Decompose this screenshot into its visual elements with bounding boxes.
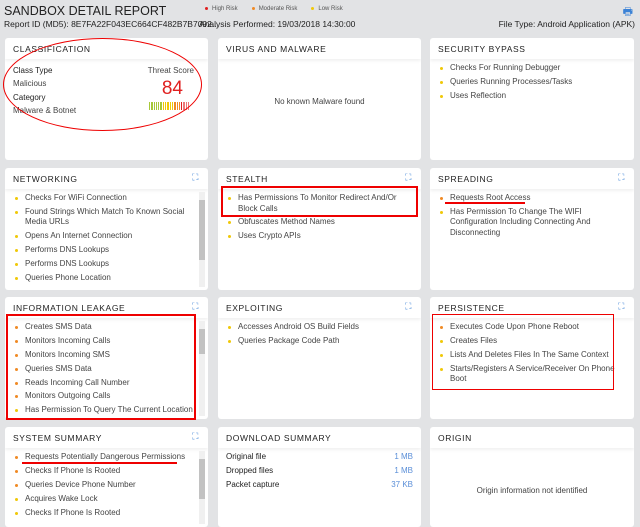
download-summary-card: DOWNLOAD SUMMARY Original file 1 MB Drop… bbox=[218, 427, 421, 527]
expand-icon[interactable]: ⛶ bbox=[618, 301, 625, 311]
card-title: EXPLOITING bbox=[226, 303, 284, 313]
virus-message: No known Malware found bbox=[274, 97, 365, 106]
list-item: Checks If Phone Is Rooted bbox=[15, 466, 194, 477]
list-item: Reads Incoming Call Number bbox=[15, 378, 194, 389]
behavior-list: Requests Root Access Has Permission To Ch… bbox=[430, 189, 634, 238]
networking-card: NETWORKING ⛶ Checks For WiFi Connection Fo… bbox=[5, 168, 208, 290]
card-title: SECURITY BYPASS bbox=[430, 38, 634, 59]
expand-icon[interactable]: ⛶ bbox=[405, 301, 412, 311]
scrollbar[interactable] bbox=[199, 321, 205, 416]
expand-icon[interactable]: ⛶ bbox=[192, 172, 199, 182]
scrollbar[interactable] bbox=[199, 192, 205, 287]
expand-icon[interactable]: ⛶ bbox=[192, 431, 199, 441]
list-item: Has Permission To Change The WIFI Config… bbox=[440, 207, 626, 239]
original-file-size[interactable]: 1 MB bbox=[394, 452, 413, 461]
behavior-list: Requests Potentially Dangerous Permissio… bbox=[5, 448, 208, 518]
list-item: Queries Device Phone Number bbox=[15, 480, 194, 491]
list-item: Performs DNS Lookups bbox=[15, 245, 194, 256]
list-item: Uses Reflection bbox=[440, 91, 626, 102]
list-item: Has Permissions To Monitor Redirect And/… bbox=[228, 193, 413, 214]
card-title: PERSISTENCE bbox=[438, 303, 505, 313]
spreading-card: SPREADING ⛶ Requests Root Access Has Permi… bbox=[430, 168, 634, 290]
list-item: Accesses Android OS Build Fields bbox=[228, 322, 413, 333]
list-item: Queries Running Processes/Tasks bbox=[440, 77, 626, 88]
list-item: Acquires Wake Lock bbox=[15, 494, 194, 505]
file-type: File Type: Android Application (APK) bbox=[498, 19, 635, 29]
list-item: Queries Package Code Path bbox=[228, 336, 413, 347]
behavior-list: Checks For Running Debugger Queries Runni… bbox=[430, 59, 634, 101]
list-item: Monitors Outgoing Calls bbox=[15, 391, 194, 402]
annotation-box bbox=[221, 186, 418, 217]
card-title: DOWNLOAD SUMMARY bbox=[218, 427, 421, 448]
list-item: Queries Phone Location bbox=[15, 273, 194, 284]
analysis-date: Analysis Performed: 19/03/2018 14:30:00 bbox=[199, 19, 356, 29]
legend-high: High Risk bbox=[205, 6, 238, 12]
annotation-box bbox=[6, 314, 196, 420]
origin-card: ORIGIN Origin information not identified bbox=[430, 427, 634, 527]
list-item: Uses Crypto APIs bbox=[228, 231, 413, 242]
expand-icon[interactable]: ⛶ bbox=[405, 172, 412, 182]
packet-capture-size[interactable]: 37 KB bbox=[391, 480, 413, 489]
printer-icon[interactable]: 🖶 bbox=[622, 6, 633, 18]
annotation-underline bbox=[445, 202, 525, 204]
security-bypass-card: SECURITY BYPASS Checks For Running Debug… bbox=[430, 38, 634, 160]
dropped-files-size[interactable]: 1 MB bbox=[394, 466, 413, 475]
origin-message: Origin information not identified bbox=[476, 486, 588, 495]
annotation-underline bbox=[22, 462, 177, 464]
list-item: Found Strings Which Match To Known Socia… bbox=[15, 207, 194, 228]
list-item: Monitors Incoming Calls bbox=[15, 336, 194, 347]
list-item: Queries SMS Data bbox=[15, 364, 194, 375]
original-file-label: Original file bbox=[226, 452, 267, 461]
system-summary-card: SYSTEM SUMMARY ⛶ Requests Potentially Dan… bbox=[5, 427, 208, 527]
list-item: Requests Potentially Dangerous Permissio… bbox=[15, 452, 194, 463]
behavior-list: Creates SMS Data Monitors Incoming Calls M… bbox=[5, 318, 208, 416]
dropped-files-label: Dropped files bbox=[226, 466, 274, 475]
page-title: SANDBOX DETAIL REPORT bbox=[4, 4, 167, 18]
list-item: Lists And Deletes Files In The Same Cont… bbox=[440, 350, 626, 361]
list-item: Checks For Running Debugger bbox=[440, 63, 626, 74]
annotation-box bbox=[432, 314, 614, 390]
legend-moderate: Moderate Risk bbox=[251, 6, 297, 12]
virus-malware-card: VIRUS AND MALWARE No known Malware found bbox=[218, 38, 421, 160]
card-title: NETWORKING bbox=[13, 174, 78, 184]
risk-legend: High Risk Moderate Risk Low Risk bbox=[205, 6, 343, 12]
list-item: Monitors Incoming SMS bbox=[15, 350, 194, 361]
card-title: SYSTEM SUMMARY bbox=[13, 433, 103, 443]
list-item: Starts/Registers A Service/Receiver On P… bbox=[440, 364, 626, 385]
list-item: Checks If Phone Is Rooted bbox=[15, 508, 194, 519]
scrollbar[interactable] bbox=[199, 451, 205, 524]
card-title: SPREADING bbox=[438, 174, 494, 184]
report-id: Report ID (MD5): 8E7FA22F043EC664CF482B7… bbox=[4, 19, 219, 29]
list-item: Obfuscates Method Names bbox=[228, 217, 413, 228]
card-title: ORIGIN bbox=[430, 427, 634, 448]
list-item: Requests Root Access bbox=[440, 193, 626, 204]
list-item: Creates Files bbox=[440, 336, 626, 347]
information-leakage-card: INFORMATION LEAKAGE ⛶ Creates SMS Data Mon… bbox=[5, 297, 208, 419]
expand-icon[interactable]: ⛶ bbox=[192, 301, 199, 311]
list-item: Performs DNS Lookups bbox=[15, 259, 194, 270]
card-title: VIRUS AND MALWARE bbox=[218, 38, 421, 59]
list-item: Checks For WiFi Connection bbox=[15, 193, 194, 204]
persistence-card: PERSISTENCE ⛶ Executes Code Upon Phone Re… bbox=[430, 297, 634, 419]
annotation-ellipse bbox=[3, 38, 202, 131]
stealth-card: STEALTH ⛶ Has Permissions To Monitor Redi… bbox=[218, 168, 421, 290]
list-item: Creates SMS Data bbox=[15, 322, 194, 333]
expand-icon[interactable]: ⛶ bbox=[618, 172, 625, 182]
report-header: SANDBOX DETAIL REPORT High Risk Moderate… bbox=[0, 0, 640, 36]
card-title: INFORMATION LEAKAGE bbox=[13, 303, 126, 313]
behavior-list: Executes Code Upon Phone Reboot Creates F… bbox=[430, 318, 634, 385]
card-title: STEALTH bbox=[226, 174, 268, 184]
behavior-list: Accesses Android OS Build Fields Queries … bbox=[218, 318, 421, 346]
exploiting-card: EXPLOITING ⛶ Accesses Android OS Build Fi… bbox=[218, 297, 421, 419]
behavior-list: Checks For WiFi Connection Found Strings … bbox=[5, 189, 208, 283]
packet-capture-label: Packet capture bbox=[226, 480, 280, 489]
list-item: Has Permission To Query The Current Loca… bbox=[15, 405, 194, 416]
list-item: Opens An Internet Connection bbox=[15, 231, 194, 242]
legend-low: Low Risk bbox=[311, 6, 343, 12]
list-item: Executes Code Upon Phone Reboot bbox=[440, 322, 626, 333]
behavior-list: Has Permissions To Monitor Redirect And/… bbox=[218, 189, 421, 242]
